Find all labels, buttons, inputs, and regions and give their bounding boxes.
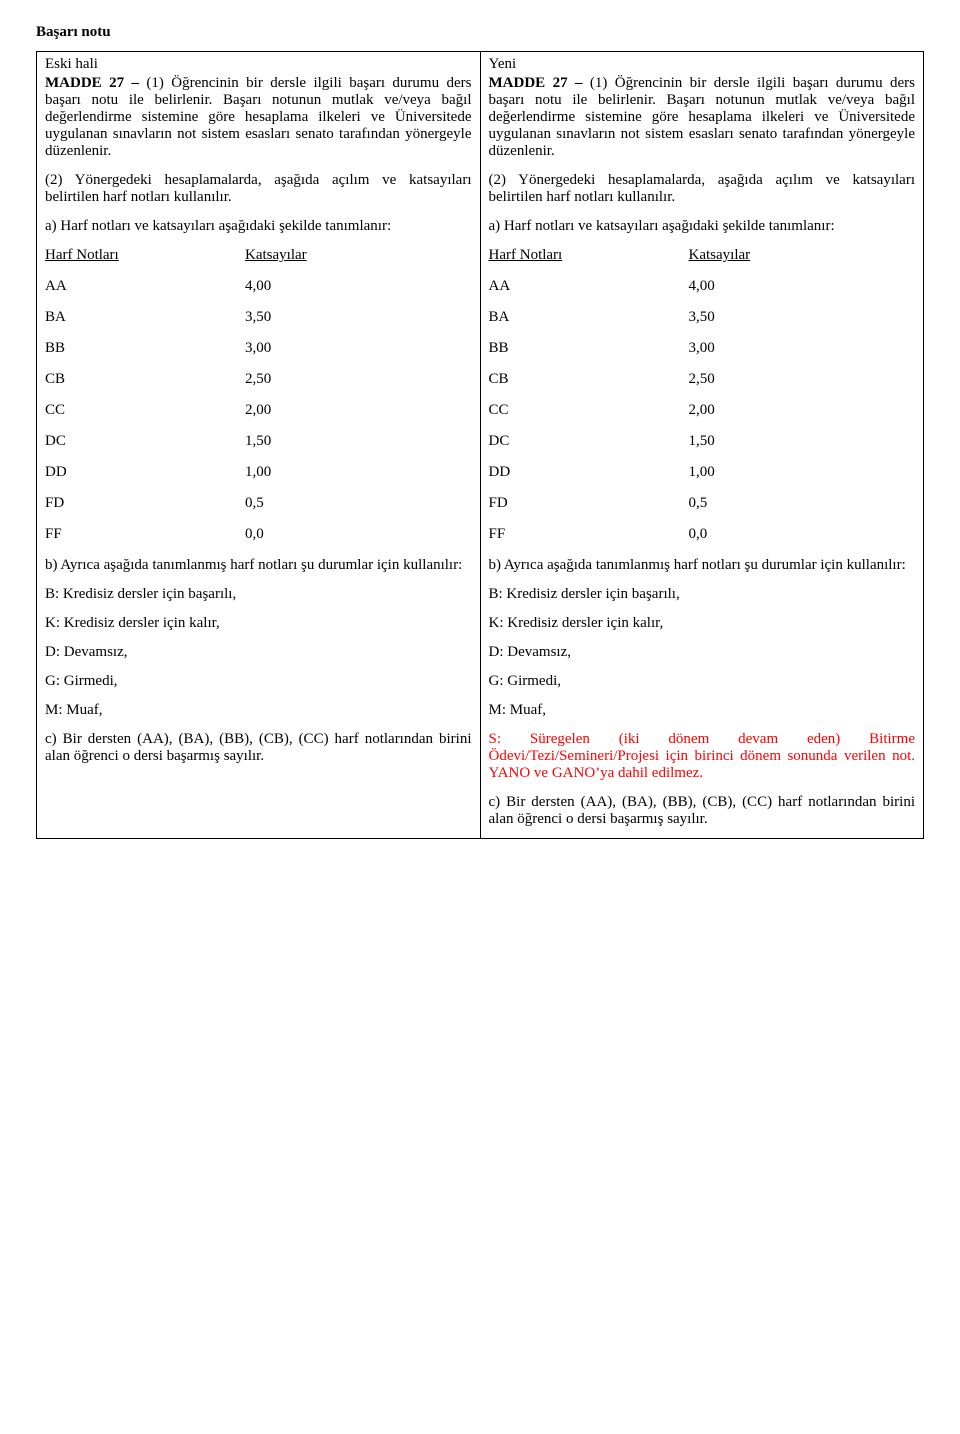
right-grade-b: 0,5 xyxy=(689,495,916,512)
left-l5: M: Muaf, xyxy=(45,702,472,719)
left-p5: c) Bir dersten (AA), (BA), (BB), (CB), (… xyxy=(45,731,472,765)
left-grade-a: CC xyxy=(45,402,245,419)
left-grade-row: FD0,5 xyxy=(45,495,472,512)
left-p3: a) Harf notları ve katsayıları aşağıdaki… xyxy=(45,218,472,235)
left-grade-header: Harf Notları Katsayılar xyxy=(45,247,472,264)
left-grade-a: DD xyxy=(45,464,245,481)
right-grade-b: 3,00 xyxy=(689,340,916,357)
right-l1: B: Kredisiz dersler için başarılı, xyxy=(489,586,916,603)
right-grade-a: BB xyxy=(489,340,689,357)
right-grade-row: FF0,0 xyxy=(489,526,916,543)
right-header: Yeni xyxy=(489,56,916,73)
left-l4: G: Girmedi, xyxy=(45,673,472,690)
right-grade-b: 2,50 xyxy=(689,371,916,388)
right-grade-header-a: Harf Notları xyxy=(489,247,689,264)
right-p4: b) Ayrıca aşağıda tanımlanmış harf notla… xyxy=(489,557,916,574)
left-l3: D: Devamsız, xyxy=(45,644,472,661)
right-p5: c) Bir dersten (AA), (BA), (BB), (CB), (… xyxy=(489,794,916,828)
left-l1: B: Kredisiz dersler için başarılı, xyxy=(45,586,472,603)
left-p2: (2) Yönergedeki hesaplamalarda, aşağıda … xyxy=(45,172,472,206)
right-l3: D: Devamsız, xyxy=(489,644,916,661)
right-grade-a: BA xyxy=(489,309,689,326)
left-grade-b: 0,0 xyxy=(245,526,472,543)
right-madde-bold: MADDE 27 – xyxy=(489,75,590,91)
left-grade-b: 4,00 xyxy=(245,278,472,295)
left-grade-a: FF xyxy=(45,526,245,543)
left-grade-row: CB2,50 xyxy=(45,371,472,388)
left-grade-row: CC2,00 xyxy=(45,402,472,419)
right-grade-row: BA3,50 xyxy=(489,309,916,326)
right-grade-row: AA4,00 xyxy=(489,278,916,295)
left-header: Eski hali xyxy=(45,56,472,73)
left-grade-row: BB3,00 xyxy=(45,340,472,357)
right-grade-row: CC2,00 xyxy=(489,402,916,419)
left-cell: Eski hali MADDE 27 – (1) Öğrencinin bir … xyxy=(37,52,481,839)
right-grade-a: FF xyxy=(489,526,689,543)
right-p3: a) Harf notları ve katsayıları aşağıdaki… xyxy=(489,218,916,235)
right-l4: G: Girmedi, xyxy=(489,673,916,690)
right-grade-row: BB3,00 xyxy=(489,340,916,357)
right-grade-a: DC xyxy=(489,433,689,450)
right-grade-b: 1,50 xyxy=(689,433,916,450)
right-grade-header-b: Katsayılar xyxy=(689,247,916,264)
right-l6-new: S: Süregelen (iki dönem devam eden) Biti… xyxy=(489,731,916,782)
right-l2: K: Kredisiz dersler için kalır, xyxy=(489,615,916,632)
left-grade-a: BB xyxy=(45,340,245,357)
right-grade-row: CB2,50 xyxy=(489,371,916,388)
left-grade-row: FF0,0 xyxy=(45,526,472,543)
left-grade-a: DC xyxy=(45,433,245,450)
right-madde-p1: MADDE 27 – (1) Öğrencinin bir dersle ilg… xyxy=(489,75,916,160)
left-grade-row: BA3,50 xyxy=(45,309,472,326)
right-grade-row: DD1,00 xyxy=(489,464,916,481)
comparison-table: Eski hali MADDE 27 – (1) Öğrencinin bir … xyxy=(36,51,924,839)
right-grade-a: FD xyxy=(489,495,689,512)
left-grade-a: AA xyxy=(45,278,245,295)
left-grade-b: 0,5 xyxy=(245,495,472,512)
left-grade-b: 3,00 xyxy=(245,340,472,357)
right-grade-a: CB xyxy=(489,371,689,388)
left-grade-header-b: Katsayılar xyxy=(245,247,472,264)
right-grade-a: AA xyxy=(489,278,689,295)
right-cell: Yeni MADDE 27 – (1) Öğrencinin bir dersl… xyxy=(480,52,924,839)
right-grade-b: 1,00 xyxy=(689,464,916,481)
left-grade-b: 1,00 xyxy=(245,464,472,481)
right-l5: M: Muaf, xyxy=(489,702,916,719)
left-grade-row: DC1,50 xyxy=(45,433,472,450)
right-grade-row: FD0,5 xyxy=(489,495,916,512)
left-grade-a: CB xyxy=(45,371,245,388)
left-p4: b) Ayrıca aşağıda tanımlanmış harf notla… xyxy=(45,557,472,574)
right-grade-b: 3,50 xyxy=(689,309,916,326)
left-l2: K: Kredisiz dersler için kalır, xyxy=(45,615,472,632)
left-grade-a: FD xyxy=(45,495,245,512)
section-title: Başarı notu xyxy=(36,24,924,41)
right-grade-b: 4,00 xyxy=(689,278,916,295)
left-grade-b: 3,50 xyxy=(245,309,472,326)
right-grade-b: 0,0 xyxy=(689,526,916,543)
left-grade-row: DD1,00 xyxy=(45,464,472,481)
left-madde-bold: MADDE 27 – xyxy=(45,75,146,91)
left-grade-header-a: Harf Notları xyxy=(45,247,245,264)
right-grade-a: CC xyxy=(489,402,689,419)
right-p2: (2) Yönergedeki hesaplamalarda, aşağıda … xyxy=(489,172,916,206)
left-grade-b: 2,50 xyxy=(245,371,472,388)
left-grade-b: 1,50 xyxy=(245,433,472,450)
left-grade-b: 2,00 xyxy=(245,402,472,419)
right-grade-b: 2,00 xyxy=(689,402,916,419)
left-grade-a: BA xyxy=(45,309,245,326)
right-grade-header: Harf Notları Katsayılar xyxy=(489,247,916,264)
right-grade-a: DD xyxy=(489,464,689,481)
right-grade-row: DC1,50 xyxy=(489,433,916,450)
left-grade-row: AA4,00 xyxy=(45,278,472,295)
left-madde-p1: MADDE 27 – (1) Öğrencinin bir dersle ilg… xyxy=(45,75,472,160)
